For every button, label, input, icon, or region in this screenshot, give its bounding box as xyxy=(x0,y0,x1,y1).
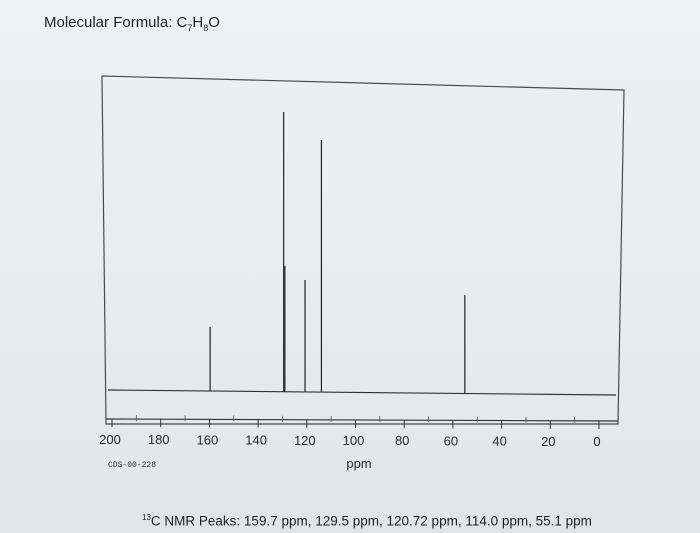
x-axis-line xyxy=(105,418,619,422)
plot-frame xyxy=(101,75,625,425)
formula-o: O xyxy=(208,14,220,31)
x-tick-label: 100 xyxy=(343,433,365,448)
x-tick-label: 80 xyxy=(395,433,409,448)
formula-h-count: 8 xyxy=(203,23,209,33)
x-tick-label: 180 xyxy=(148,432,170,447)
x-tick-label: 40 xyxy=(492,434,506,449)
x-tick-label: 160 xyxy=(197,432,219,447)
nmr-peaks-caption: 13C NMR Peaks: 159.7 ppm, 129.5 ppm, 120… xyxy=(142,513,592,529)
formula-h: H xyxy=(192,14,204,31)
x-tick-label: 60 xyxy=(444,433,458,448)
spectrum-code-label: CDS-00-228 xyxy=(108,461,156,470)
x-axis-label: ppm xyxy=(346,456,371,471)
formula-c-count: 7 xyxy=(187,23,193,33)
x-tick-label: 120 xyxy=(294,433,316,448)
x-tick-label: 20 xyxy=(541,434,555,449)
isotope-label: 13 xyxy=(142,513,151,522)
x-tick-label: 140 xyxy=(245,433,267,448)
formula-prefix: Molecular Formula: C xyxy=(44,14,188,31)
molecular-formula: Molecular Formula: C7H8O xyxy=(44,14,220,33)
baseline xyxy=(107,389,617,396)
x-tick-label: 200 xyxy=(99,432,121,447)
x-tick-label: 0 xyxy=(593,434,600,449)
caption-text: C NMR Peaks: 159.7 ppm, 129.5 ppm, 120.7… xyxy=(150,513,592,529)
